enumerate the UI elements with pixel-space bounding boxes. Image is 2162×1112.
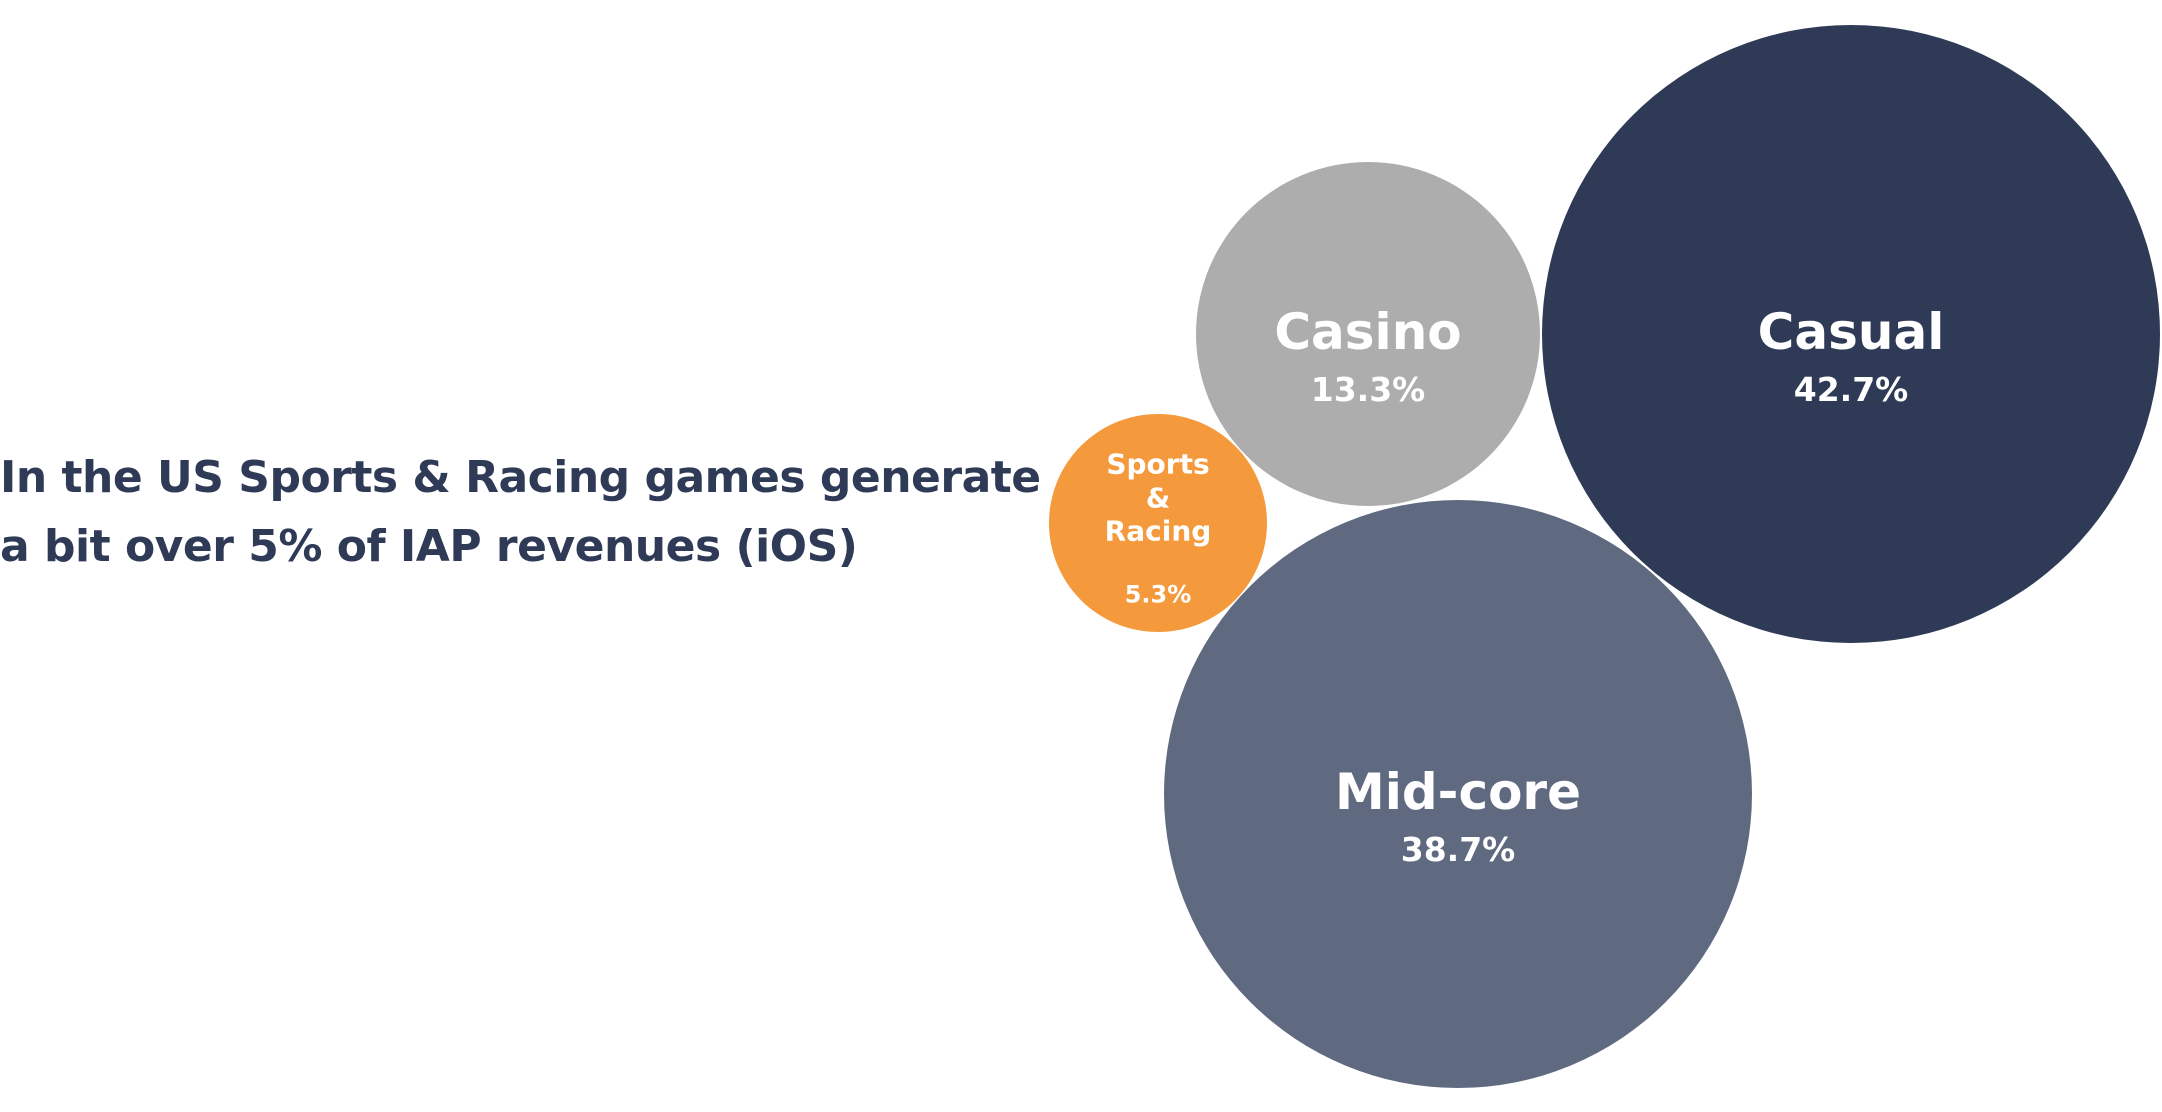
value-label: 13.3%: [1310, 370, 1426, 410]
bubble: [1195, 161, 1541, 507]
bubble-label: Mid-core: [1335, 763, 1581, 821]
bubble-label: Casino: [1274, 303, 1462, 361]
bubble-label: Casual: [1757, 303, 1945, 361]
bubble-label: Sports & Racing: [1104, 447, 1212, 548]
chart-title: a bit over 5% of IAP revenues (iOS): [0, 521, 858, 572]
value-label: 38.7%: [1400, 830, 1516, 870]
bubble: [1163, 499, 1753, 1089]
value-label: 5.3%: [1124, 580, 1192, 609]
chart-title: In the US Sports & Racing games generate: [0, 452, 1041, 503]
bubble: [1049, 414, 1267, 632]
bubble: [1541, 24, 2161, 644]
value-label: 42.7%: [1793, 370, 1909, 410]
